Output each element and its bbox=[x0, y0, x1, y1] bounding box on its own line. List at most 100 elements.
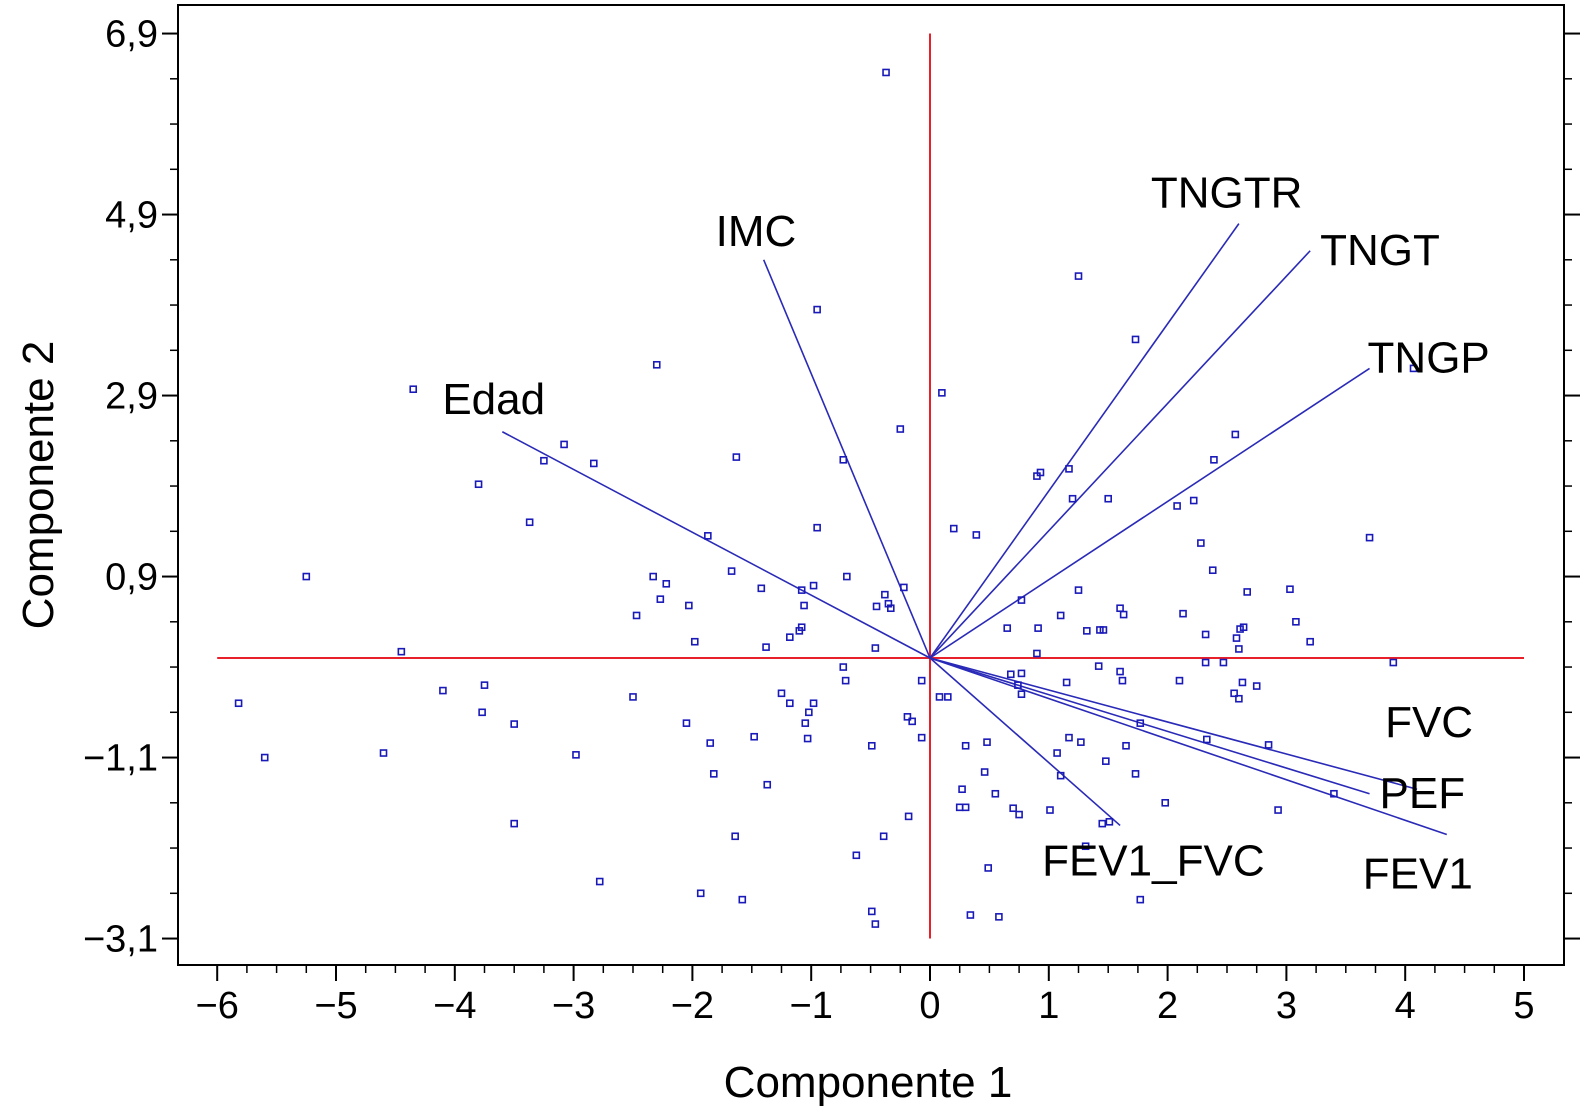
vector-line-edad bbox=[501, 431, 931, 659]
data-point bbox=[841, 676, 850, 685]
data-point bbox=[903, 713, 912, 721]
data-point bbox=[379, 749, 388, 757]
data-point bbox=[809, 699, 818, 708]
data-point bbox=[1201, 658, 1210, 667]
vector-label-fev1-fvc: FEV1_FVC bbox=[1042, 836, 1265, 885]
data-point bbox=[1235, 645, 1243, 653]
data-point bbox=[843, 572, 851, 581]
data-point bbox=[886, 604, 895, 613]
data-point bbox=[839, 663, 848, 671]
data-point bbox=[1330, 789, 1338, 798]
data-point bbox=[474, 480, 483, 489]
data-point bbox=[1033, 649, 1041, 658]
data-point bbox=[800, 601, 808, 610]
data-point bbox=[525, 518, 534, 527]
data-point bbox=[935, 693, 944, 701]
vector-label-tngt: TNGT bbox=[1320, 226, 1440, 275]
data-point bbox=[1243, 588, 1251, 596]
data-point bbox=[795, 627, 804, 635]
data-point bbox=[629, 693, 637, 701]
data-point bbox=[1116, 667, 1124, 676]
data-point bbox=[872, 602, 881, 611]
vector-line-tngtr bbox=[929, 223, 1240, 659]
data-point bbox=[871, 644, 880, 652]
data-point bbox=[1053, 749, 1061, 757]
data-point bbox=[1389, 658, 1398, 667]
data-point bbox=[938, 389, 946, 397]
data-point bbox=[1189, 496, 1198, 505]
data-point bbox=[732, 453, 741, 461]
data-point bbox=[1286, 585, 1294, 594]
data-point bbox=[1264, 741, 1273, 749]
vector-label-pef: PEF bbox=[1380, 769, 1466, 818]
vector-label-tngtr: TNGTR bbox=[1151, 169, 1303, 218]
data-point bbox=[1131, 770, 1140, 778]
data-point bbox=[1077, 738, 1085, 746]
data-point bbox=[478, 708, 486, 717]
data-point bbox=[1083, 627, 1091, 635]
data-point bbox=[731, 832, 739, 841]
data-point bbox=[1365, 533, 1374, 542]
data-point bbox=[1161, 798, 1170, 807]
data-point bbox=[652, 360, 661, 369]
data-point bbox=[881, 590, 889, 599]
data-point bbox=[1306, 637, 1314, 646]
y-axis: −3,1 −1,1 0,9 2,9 4,9 6,9 bbox=[83, 14, 1580, 961]
data-point bbox=[1098, 819, 1107, 828]
vector-label-fev1: FEV1 bbox=[1363, 849, 1473, 898]
data-point bbox=[572, 751, 580, 759]
x-axis-title: Componente 1 bbox=[724, 1058, 1013, 1107]
data-point bbox=[786, 699, 794, 708]
data-point bbox=[595, 877, 604, 886]
data-point bbox=[1409, 364, 1418, 373]
vector-line-fev1-fvc bbox=[929, 657, 1121, 827]
data-point bbox=[809, 581, 818, 590]
y-tick-label: 2,9 bbox=[105, 376, 158, 418]
data-point bbox=[966, 911, 975, 919]
data-point bbox=[1118, 676, 1127, 685]
data-point bbox=[896, 425, 905, 433]
data-point bbox=[900, 583, 908, 592]
x-tick-label: −3 bbox=[552, 985, 595, 1027]
x-tick-label: 3 bbox=[1276, 985, 1297, 1027]
data-point bbox=[1065, 465, 1073, 473]
data-point bbox=[409, 385, 418, 394]
data-point bbox=[662, 579, 671, 588]
data-point bbox=[805, 708, 813, 717]
vector-line-fvc bbox=[929, 657, 1418, 790]
data-point bbox=[690, 637, 699, 646]
data-point bbox=[1046, 806, 1054, 814]
data-point bbox=[1017, 669, 1026, 678]
x-tick-label: −5 bbox=[314, 985, 357, 1027]
data-point bbox=[1239, 623, 1248, 632]
data-point bbox=[260, 753, 269, 762]
vector-line-pef bbox=[929, 657, 1370, 795]
data-point bbox=[397, 647, 406, 656]
y-tick-label: 0,9 bbox=[105, 557, 158, 599]
data-point bbox=[1136, 895, 1145, 904]
y-tick-label: 4,9 bbox=[105, 195, 158, 237]
data-point bbox=[1102, 757, 1110, 765]
data-point bbox=[917, 733, 926, 742]
data-point bbox=[1105, 818, 1114, 826]
data-point bbox=[1201, 630, 1210, 639]
data-point bbox=[983, 738, 991, 746]
data-point bbox=[1238, 678, 1247, 687]
x-axis: −6 −5 −4 −3 −2 −1 0 1 2 3 4 5 bbox=[196, 965, 1535, 1027]
data-point bbox=[750, 732, 758, 741]
data-point bbox=[803, 734, 812, 743]
y-tick-label: 6,9 bbox=[105, 14, 158, 56]
data-point bbox=[1219, 658, 1228, 667]
data-point bbox=[1014, 681, 1022, 689]
data-point bbox=[1081, 842, 1090, 851]
data-point bbox=[1252, 682, 1261, 690]
data-point bbox=[908, 717, 916, 726]
vector-label-fvc: FVC bbox=[1385, 698, 1473, 747]
data-point bbox=[709, 770, 718, 778]
data-point bbox=[1210, 456, 1218, 464]
x-tick-label: −1 bbox=[790, 985, 833, 1027]
data-point bbox=[1062, 678, 1071, 687]
data-point bbox=[777, 689, 786, 698]
data-point bbox=[1065, 733, 1073, 742]
y-axis-title: Componente 2 bbox=[14, 341, 63, 630]
